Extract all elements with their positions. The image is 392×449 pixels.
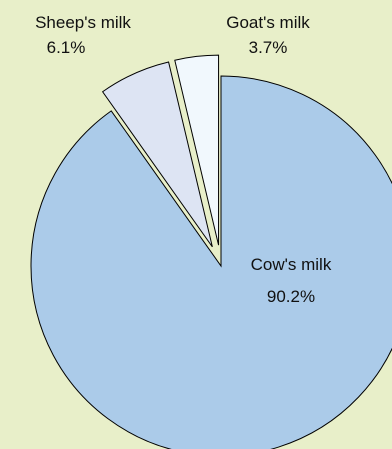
pie-slices — [30, 54, 392, 449]
data-label-cows-milk-name: Cow's milk — [251, 255, 332, 274]
data-label-sheeps-milk-name: Sheep's milk — [35, 13, 131, 32]
pie-slice-cows-milk — [30, 75, 392, 449]
data-label-sheeps-milk: Sheep's milk 6.1% — [35, 13, 131, 57]
data-label-cows-milk: Cow's milk 90.2% — [251, 255, 332, 306]
data-label-cows-milk-value: 90.2% — [267, 287, 315, 306]
data-label-sheeps-milk-value: 6.1% — [47, 38, 86, 57]
pie-slice-goats-milk — [174, 54, 220, 246]
data-label-goats-milk-name: Goat's milk — [226, 13, 310, 32]
pie-slice-sheeps-milk — [101, 61, 213, 248]
data-label-goats-milk-value: 3.7% — [249, 38, 288, 57]
data-label-goats-milk: Goat's milk 3.7% — [226, 13, 310, 57]
